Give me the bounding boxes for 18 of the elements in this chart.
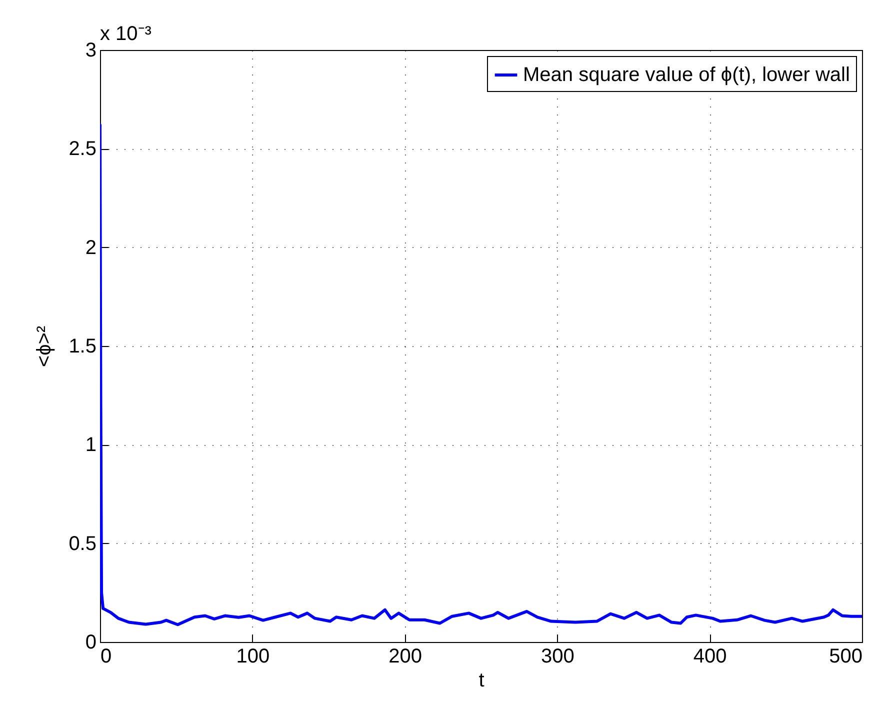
line-series: [100, 123, 862, 626]
y-axis-title: <ϕ>²: [34, 326, 56, 368]
x-tick-label: 400: [693, 646, 727, 668]
x-tick-label: 300: [541, 646, 574, 668]
text: x 10⁻³: [100, 23, 152, 45]
x-axis-title: t: [478, 670, 485, 692]
y-tick-label: 1: [85, 434, 96, 456]
y-tick-label: 3: [85, 40, 96, 62]
y-tick-label: 2.5: [68, 138, 96, 160]
y-tick-label: 2: [85, 236, 96, 259]
x-tick-label: 100: [236, 646, 270, 668]
x-tick-label: 0: [100, 646, 112, 668]
y-tick-label: 0.5: [68, 532, 96, 555]
y-tick-label: 0: [85, 632, 96, 654]
legend-label: Mean square value of ϕ(t), lower wall: [523, 64, 850, 86]
x-tick-label: 200: [388, 646, 422, 668]
x-tick-label: 500: [829, 646, 862, 668]
y-tick-label: 1.5: [68, 336, 96, 358]
